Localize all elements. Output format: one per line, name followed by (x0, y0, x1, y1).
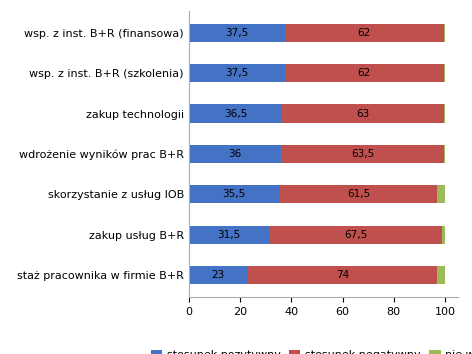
Bar (189, 145, 281, 163)
Bar (285, 64, 444, 82)
Bar (189, 226, 270, 244)
Text: 62: 62 (358, 28, 371, 38)
Bar (189, 104, 282, 123)
Bar (281, 145, 444, 163)
Bar (444, 24, 445, 42)
Text: 36: 36 (228, 149, 242, 159)
Bar (438, 185, 445, 204)
Bar (189, 266, 248, 284)
Bar (280, 185, 438, 204)
Text: 37,5: 37,5 (225, 28, 248, 38)
Bar (189, 64, 285, 82)
Legend: stosunek pozytywny, stosunek negatywny, nie wiem: stosunek pozytywny, stosunek negatywny, … (147, 346, 472, 354)
Bar (189, 185, 280, 204)
Bar (282, 104, 444, 123)
Text: 74: 74 (336, 270, 349, 280)
Bar (444, 145, 445, 163)
Text: 37,5: 37,5 (225, 68, 248, 78)
Bar (189, 24, 285, 42)
Bar (444, 104, 445, 123)
Bar (444, 64, 445, 82)
Bar (438, 266, 445, 284)
Text: 31,5: 31,5 (218, 230, 241, 240)
Text: 63,5: 63,5 (351, 149, 374, 159)
Text: 35,5: 35,5 (223, 189, 246, 199)
Bar (248, 266, 438, 284)
Text: 61,5: 61,5 (347, 189, 370, 199)
Bar (285, 24, 444, 42)
Text: 67,5: 67,5 (345, 230, 368, 240)
Bar (442, 226, 445, 244)
Text: 23: 23 (211, 270, 225, 280)
Text: 62: 62 (358, 68, 371, 78)
Bar (270, 226, 442, 244)
Text: 63: 63 (356, 109, 370, 119)
Text: 36,5: 36,5 (224, 109, 247, 119)
